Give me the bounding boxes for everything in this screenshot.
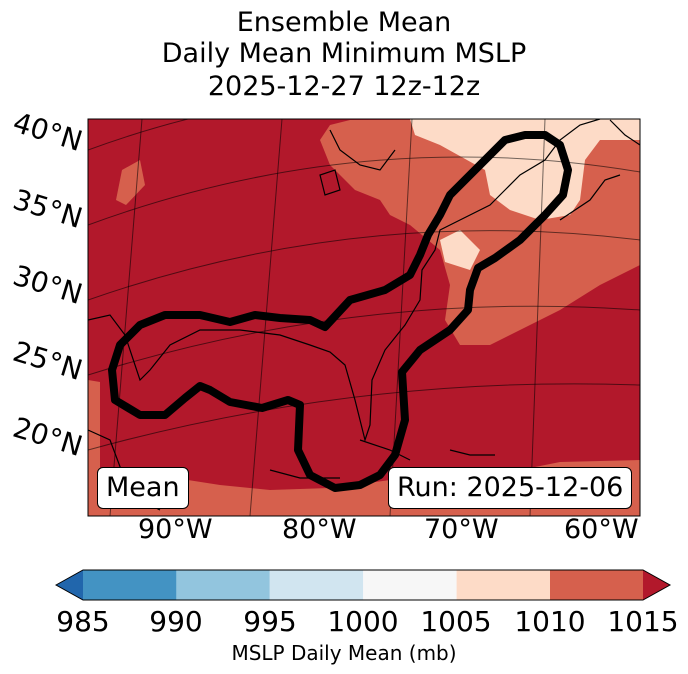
colorbar-segment-1000-1005: [363, 570, 457, 600]
colorbar-extend-low: [56, 570, 83, 600]
field-1005-1010-northeast: [410, 119, 640, 220]
title-line-1: Ensemble Mean: [236, 7, 452, 38]
colorbar-title: MSLP Daily Mean (mb): [231, 641, 457, 665]
coastlines: [88, 119, 640, 511]
colorbar-tick-995: 995: [243, 605, 297, 638]
map-frame: [87, 118, 641, 517]
lon-label-60w: 60°W: [564, 514, 639, 545]
colorbar-segment-990-995: [176, 570, 270, 600]
lon-label-70w: 70°W: [424, 514, 499, 545]
colorbar-segment-1010-1015: [550, 570, 643, 600]
colorbar-segment-1005-1010: [456, 570, 550, 600]
colorbar-segment-995-1000: [269, 570, 364, 600]
colorbar-extend-high: [643, 570, 670, 600]
colorbar-tick-990: 990: [149, 605, 203, 638]
colorbar-segment-985-990: [83, 570, 177, 600]
colorbar-tick-1000: 1000: [327, 605, 399, 638]
colorbar-tick-1010: 1010: [514, 605, 586, 638]
colorbar-tick-1015: 1015: [607, 605, 679, 638]
run-label: Run: 2025-12-06: [388, 467, 633, 509]
field-1010-1015-west: [88, 380, 100, 452]
lon-label-80w: 80°W: [282, 514, 357, 545]
mean-label: Mean: [97, 467, 189, 509]
colorbar-tick-1005: 1005: [420, 605, 492, 638]
colorbar: [54, 569, 672, 601]
colorbar-tick-985: 985: [56, 605, 110, 638]
title-line-3: 2025-12-27 12z-12z: [207, 71, 481, 102]
title-line-2: Daily Mean Minimum MSLP: [161, 38, 527, 69]
mslp-contour: [108, 131, 572, 492]
field-1005-1010-east: [440, 230, 480, 270]
lon-label-90w: 90°W: [138, 514, 213, 545]
